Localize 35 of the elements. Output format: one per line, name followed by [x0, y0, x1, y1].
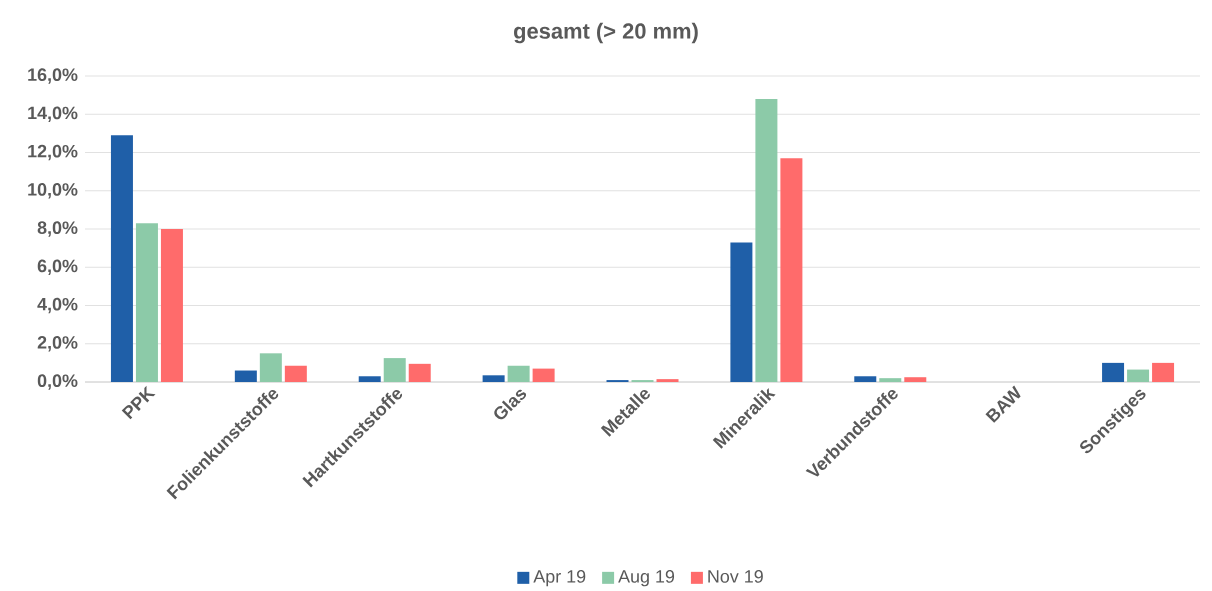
y-tick-label: 16,0%	[28, 68, 78, 84]
bar	[135, 223, 158, 382]
bar	[408, 363, 431, 382]
bar	[1102, 362, 1125, 382]
bar	[160, 229, 183, 382]
y-tick-label: 8,0%	[37, 221, 78, 237]
bar	[284, 365, 307, 382]
y-tick-label: 14,0%	[28, 106, 78, 122]
bar	[730, 242, 753, 382]
y-tick-label: 6,0%	[37, 259, 78, 275]
bar	[1152, 362, 1175, 382]
bar	[259, 353, 282, 382]
bar	[532, 368, 555, 382]
y-tick-label: 4,0%	[37, 297, 78, 314]
bar	[755, 98, 778, 382]
y-tick-label: 0,0%	[37, 374, 78, 390]
bar	[110, 135, 133, 382]
bar	[879, 378, 902, 382]
bar	[358, 376, 381, 382]
bar	[854, 376, 877, 382]
bar	[507, 365, 530, 382]
chart-title: gesamt (> 20 mm)	[514, 22, 698, 44]
legend-label: Nov 19	[708, 570, 763, 583]
legend-label: Apr 19	[533, 570, 586, 587]
legend-label: Aug 19	[618, 570, 675, 587]
bar	[780, 158, 803, 382]
y-tick-label: 12,0%	[28, 144, 78, 161]
y-tick-label: 10,0%	[28, 183, 78, 199]
bar	[482, 375, 505, 382]
bar	[383, 358, 406, 382]
bar	[234, 370, 257, 382]
bar	[1127, 369, 1150, 382]
y-tick-label: 2,0%	[37, 336, 78, 352]
bar	[904, 377, 927, 382]
bar	[656, 379, 679, 382]
